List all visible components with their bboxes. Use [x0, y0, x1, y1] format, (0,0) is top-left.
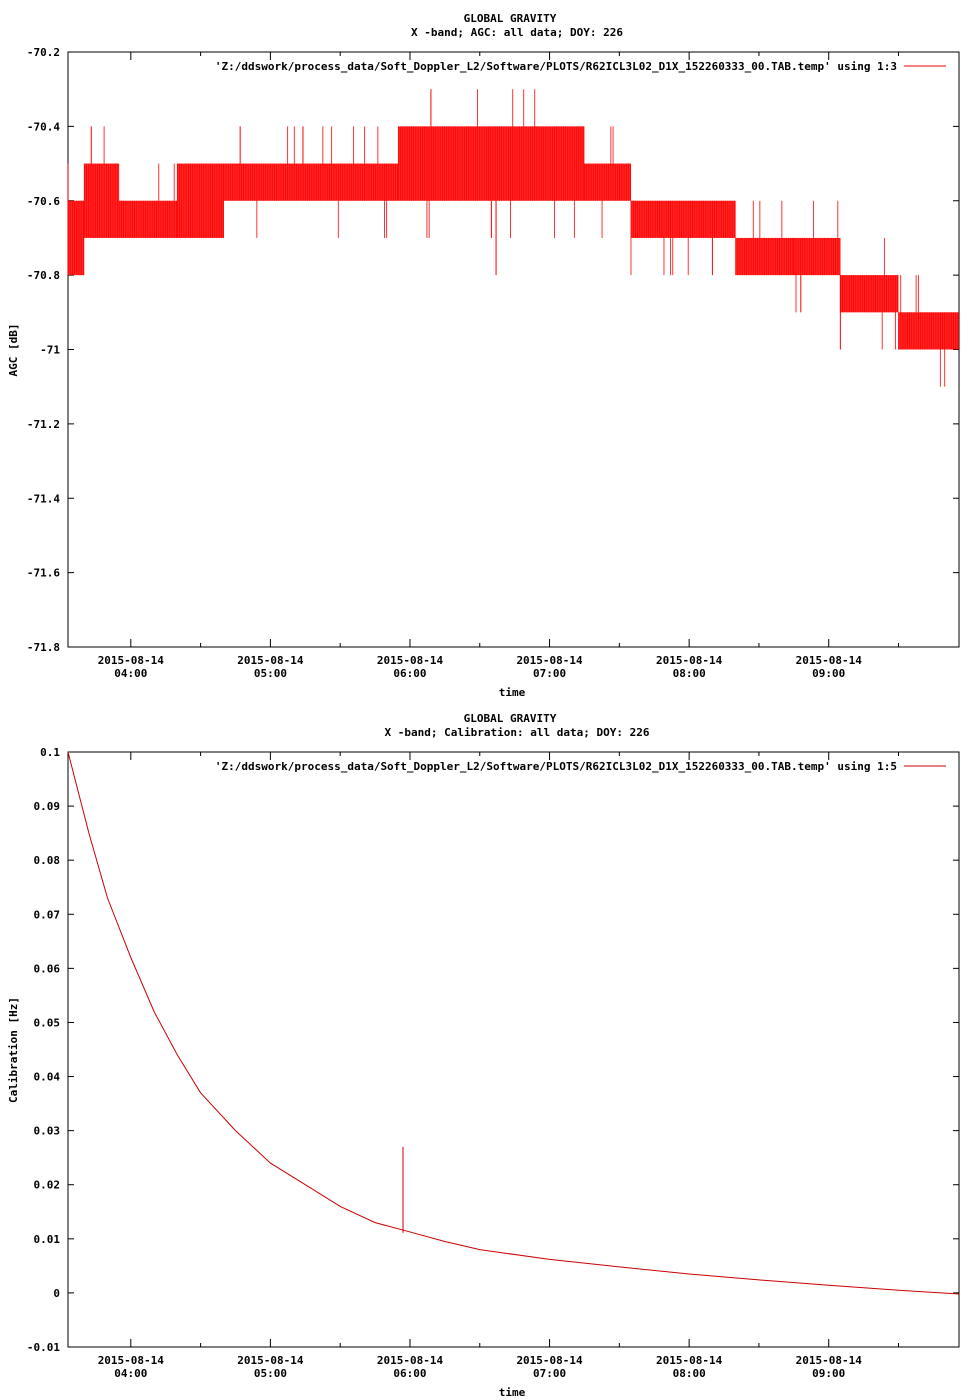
calibration-y-tick-label: 0.07: [34, 908, 61, 921]
calibration-y-tick-label: 0.09: [34, 800, 61, 813]
calibration-chart-subtitle: X -band; Calibration: all data; DOY: 226: [385, 726, 650, 739]
agc-x-tick-time: 05:00: [254, 667, 287, 680]
agc-chart-title: GLOBAL GRAVITY: [464, 12, 557, 25]
agc-x-axis-label: time: [499, 686, 526, 699]
agc-y-axis-label: AGC [dB]: [7, 324, 20, 377]
agc-x-tick-time: 06:00: [393, 667, 426, 680]
agc-x-tick-date: 2015-08-14: [237, 654, 304, 667]
calibration-x-tick-date: 2015-08-14: [237, 1354, 304, 1367]
agc-y-tick-label: -70.8: [27, 269, 60, 282]
agc-chart: GLOBAL GRAVITY X -band; AGC: all data; D…: [7, 12, 960, 699]
calibration-x-tick-time: 08:00: [673, 1367, 706, 1380]
agc-x-tick-time: 04:00: [114, 667, 147, 680]
calibration-x-tick-time: 05:00: [254, 1367, 287, 1380]
calibration-x-tick-date: 2015-08-14: [377, 1354, 444, 1367]
agc-y-tick-label: -71.8: [27, 641, 60, 654]
agc-x-tick-date: 2015-08-14: [796, 654, 863, 667]
calibration-x-axis-label: time: [499, 1386, 526, 1399]
agc-x-tick-date: 2015-08-14: [656, 654, 723, 667]
agc-x-tick-date: 2015-08-14: [516, 654, 583, 667]
calibration-y-tick-label: 0.04: [34, 1071, 61, 1084]
agc-y-tick-label: -71.2: [27, 418, 60, 431]
calibration-x-tick-time: 07:00: [533, 1367, 566, 1380]
calibration-x-tick-date: 2015-08-14: [516, 1354, 583, 1367]
calibration-y-tick-label: 0.08: [34, 854, 61, 867]
agc-data-band: [793, 237, 841, 276]
calibration-chart-title: GLOBAL GRAVITY: [464, 712, 557, 725]
calibration-legend-entry: 'Z:/ddswork/process_data/Soft_Doppler_L2…: [215, 760, 897, 773]
agc-data-band: [177, 163, 224, 238]
agc-y-tick-label: -70.4: [27, 120, 60, 133]
agc-x-tick-time: 09:00: [812, 667, 845, 680]
calibration-y-tick-label: 0.03: [34, 1125, 61, 1138]
agc-legend-entry: 'Z:/ddswork/process_data/Soft_Doppler_L2…: [215, 60, 897, 73]
agc-chart-subtitle: X -band; AGC: all data; DOY: 226: [411, 26, 623, 39]
calibration-y-tick-label: 0.06: [34, 962, 61, 975]
calibration-y-tick-label: 0.02: [34, 1179, 61, 1192]
calibration-y-tick-label: 0.01: [34, 1233, 61, 1246]
calibration-x-tick-date: 2015-08-14: [656, 1354, 723, 1367]
calibration-x-tick-time: 06:00: [393, 1367, 426, 1380]
calibration-data-line: [67, 751, 960, 1295]
calibration-y-tick-label: 0.1: [40, 746, 60, 759]
agc-y-tick-label: -70.2: [27, 46, 60, 59]
agc-x-tick-time: 07:00: [533, 667, 566, 680]
calibration-x-tick-date: 2015-08-14: [796, 1354, 863, 1367]
agc-plot-area: -70.2 -70.4 -70.6 -70.8 -71 -71.2 -71.4 -71.6 -7…: [27, 46, 960, 680]
agc-x-tick-date: 2015-08-14: [377, 654, 444, 667]
agc-y-tick-label: -71.6: [27, 567, 60, 580]
calibration-y-tick-label: 0.05: [34, 1016, 61, 1029]
calibration-plot-frame: [67, 751, 960, 1348]
calibration-y-axis-label: Calibration [Hz]: [7, 997, 20, 1103]
calibration-x-tick-time: 04:00: [114, 1367, 147, 1380]
agc-x-tick-date: 2015-08-14: [98, 654, 165, 667]
calibration-plot-area: 0.1 0.09 0.08 0.07 0.06 0.05 0.04 0.03 0.02 0.01 0…: [27, 746, 960, 1380]
agc-y-tick-label: -71.4: [27, 492, 60, 505]
calibration-x-tick-time: 09:00: [812, 1367, 845, 1380]
agc-data-band: [584, 163, 631, 201]
calibration-y-tick-label: 0: [53, 1287, 60, 1300]
agc-x-tick-time: 08:00: [673, 667, 706, 680]
calibration-chart: GLOBAL GRAVITY X -band; Calibration: all…: [7, 712, 960, 1399]
calibration-y-tick-label: -0.01: [27, 1341, 60, 1354]
agc-y-tick-label: -71: [40, 344, 60, 357]
calibration-x-tick-date: 2015-08-14: [98, 1354, 165, 1367]
agc-y-tick-label: -70.6: [27, 195, 60, 208]
